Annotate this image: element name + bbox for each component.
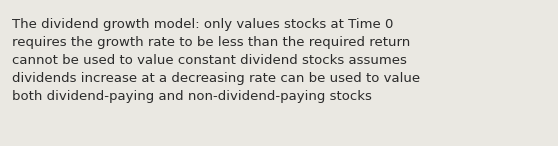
Text: The dividend growth model: only values stocks at Time 0
requires the growth rate: The dividend growth model: only values s… xyxy=(12,18,420,102)
